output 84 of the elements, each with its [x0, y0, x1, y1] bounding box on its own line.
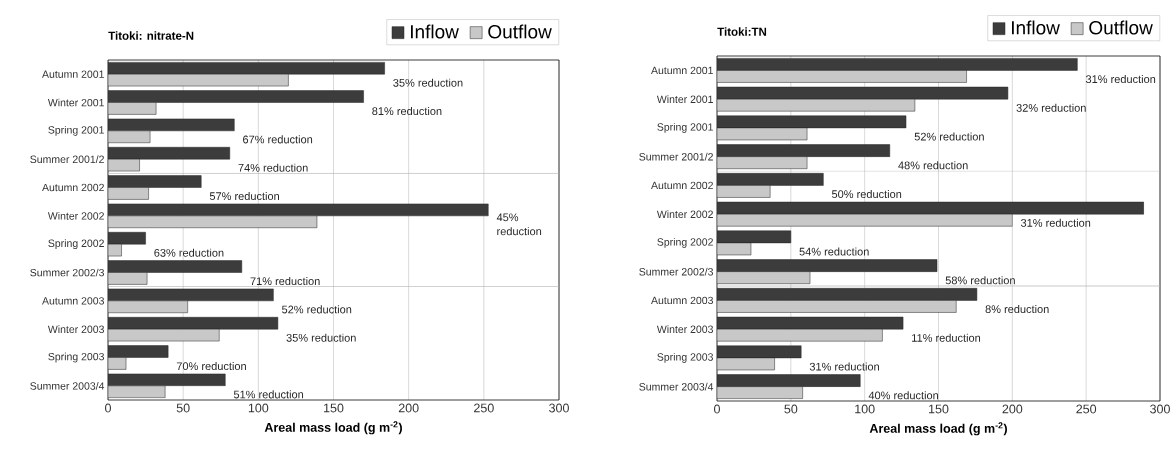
annotation: 67% reduction	[243, 135, 313, 144]
bar	[717, 288, 978, 301]
y-tick-label: Spring 2002	[48, 239, 104, 250]
x-tick-label: 250	[474, 403, 494, 413]
x-tick-label: 150	[929, 404, 949, 414]
annotation: 40% reduction	[868, 391, 939, 400]
y-tick-label: Autumn 2002	[42, 183, 104, 192]
legend-label: Outflow	[488, 24, 552, 39]
legend-label: Inflow	[1012, 20, 1060, 35]
y-tick-label: Summer 2003/4	[30, 381, 105, 390]
y-tick-label: Winter 2002	[47, 211, 104, 220]
x-tick-label: 300	[549, 403, 569, 413]
annotation: 11% reduction	[912, 333, 981, 342]
y-tick-label: Autumn 2001	[651, 66, 713, 75]
y-tick-label: Autumn 2003	[651, 296, 713, 305]
x-tick-label: 250	[1076, 404, 1097, 414]
bar	[717, 115, 907, 129]
x-axis-title: Areal mass load (g m$^{-2}$)	[264, 421, 402, 435]
y-tick-label: Summer 2002/3	[639, 267, 713, 276]
y-tick-label: Spring 2003	[657, 352, 713, 363]
bar	[108, 62, 385, 75]
annotation: 45% reduction	[496, 213, 542, 236]
bar	[717, 173, 824, 186]
y-tick-label: Autumn 2002	[651, 181, 713, 190]
y-tick-label: Summer 2003/4	[639, 382, 714, 391]
x-tick-label: 0	[714, 404, 720, 414]
annotation: 74% reduction	[238, 163, 308, 172]
y-tick-label: Summer 2001/2	[639, 152, 713, 161]
legend-label: Inflow	[411, 24, 459, 39]
y-tick-label: Autumn 2003	[42, 297, 104, 305]
annotation: 31% reduction	[1020, 218, 1091, 227]
bar	[108, 147, 231, 160]
y-tick-label: Summer 2002/3	[30, 268, 104, 277]
y-tick-label: Spring 2001	[48, 125, 104, 136]
annotation: 81% reduction	[372, 106, 442, 116]
y-tick-label: Spring 2001	[657, 122, 713, 133]
annotation: 52% reduction	[282, 305, 352, 314]
annotation: 57% reduction	[209, 191, 279, 201]
annotation: 35% reduction	[286, 333, 356, 342]
bar	[717, 259, 938, 272]
y-tick-label: Winter 2001	[656, 95, 713, 103]
annotation: 31% reduction	[1085, 74, 1156, 84]
y-tick-label: Autumn 2001	[42, 70, 104, 78]
bar	[717, 374, 861, 387]
x-tick-label: 300	[1150, 404, 1170, 414]
x-tick-label: 150	[324, 403, 344, 413]
x-tick-label: 100	[248, 403, 269, 413]
bar	[717, 345, 802, 359]
annotation: 51% reduction	[233, 390, 304, 399]
annotation: 63% reduction	[154, 248, 224, 257]
bar	[108, 90, 364, 103]
y-tick-label: Winter 2003	[656, 325, 713, 333]
annotation: 71% reduction	[250, 276, 320, 286]
annotation: 50% reduction	[831, 189, 902, 199]
y-tick-label: Spring 2003	[48, 352, 104, 363]
y-tick-label: Winter 2002	[656, 210, 713, 218]
bar	[108, 175, 202, 188]
bar	[108, 260, 243, 273]
legend-label: Outflow	[1089, 20, 1153, 35]
annotation: 54% reduction	[799, 247, 869, 256]
bar	[717, 144, 891, 157]
y-tick-label: Winter 2001	[47, 98, 104, 107]
x-axis-title: Areal mass load (g m$^{-2}$)	[869, 422, 1007, 436]
annotation: 32% reduction	[1016, 103, 1086, 112]
annotation: 52% reduction	[914, 132, 984, 141]
bar	[108, 317, 279, 330]
x-tick-label: 200	[398, 403, 419, 413]
bar	[717, 58, 1078, 71]
annotation: 31% reduction	[809, 362, 879, 371]
y-tick-label: Winter 2003	[47, 325, 104, 334]
annotation: 35% reduction	[393, 78, 463, 87]
x-tick-label: 50	[176, 403, 190, 413]
x-tick-label: 200	[1002, 404, 1023, 414]
y-tick-label: Summer 2001/2	[30, 155, 104, 164]
annotation: 58% reduction	[945, 276, 1015, 285]
chart-title: Titoki:TN	[717, 27, 767, 36]
x-tick-label: 50	[784, 404, 798, 414]
annotation: 48% reduction	[898, 161, 968, 170]
annotation: 70% reduction	[176, 361, 246, 371]
x-tick-label: 100	[855, 404, 875, 414]
chart-title: Titoki: nitrate-N	[108, 31, 194, 40]
y-tick-label: Spring 2002	[657, 237, 713, 248]
annotation: 8% reduction	[985, 304, 1049, 314]
x-tick-label: 0	[105, 403, 111, 413]
